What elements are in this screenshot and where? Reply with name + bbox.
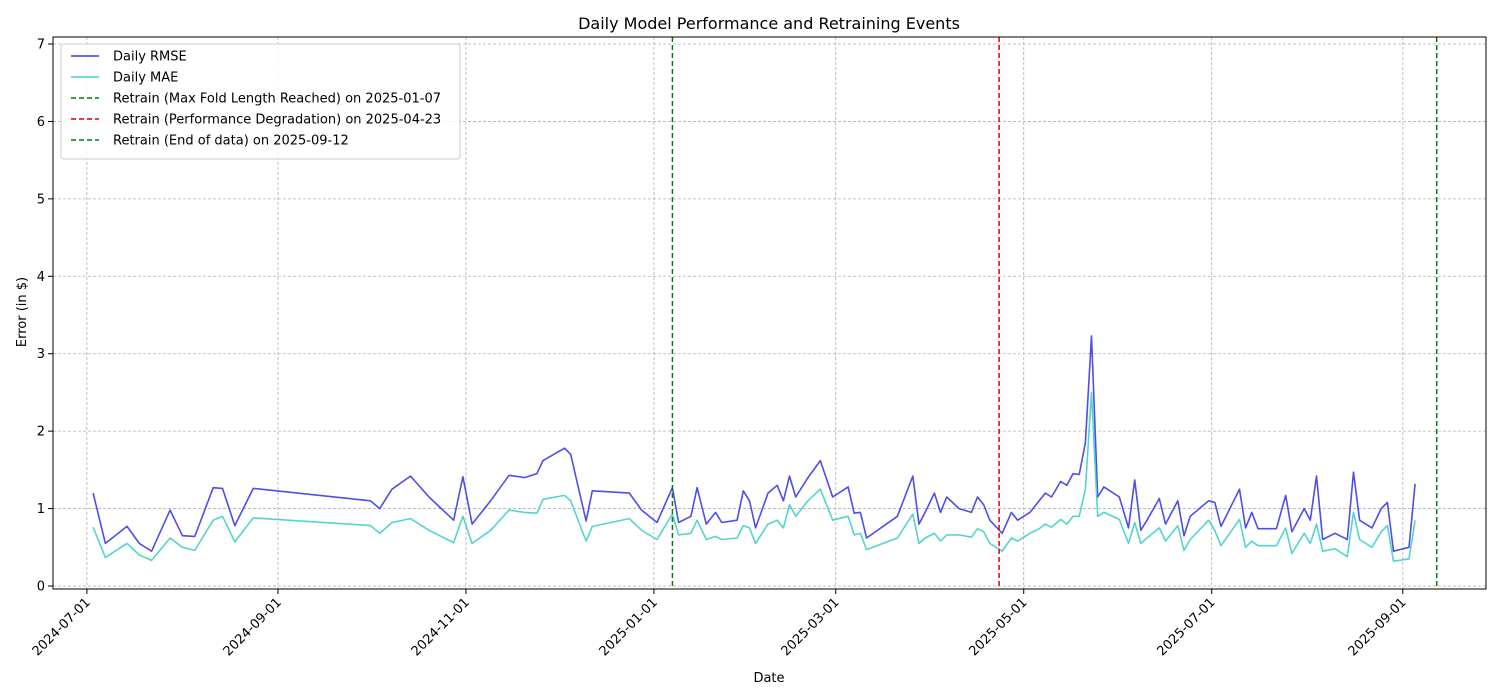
- y-axis-label: Error (in $): [15, 277, 30, 347]
- legend-label: Daily RMSE: [113, 50, 187, 65]
- legend-label: Retrain (Performance Degradation) on 202…: [113, 113, 441, 128]
- y-tick-label: 5: [37, 192, 45, 207]
- chart-title: Daily Model Performance and Retraining E…: [578, 14, 960, 33]
- y-tick-label: 2: [37, 425, 45, 440]
- legend-box: [60, 43, 461, 160]
- plot-frame: [52, 36, 1487, 590]
- legend-label: Retrain (End of data) on 2025-09-12: [113, 134, 349, 149]
- y-tick-label: 3: [37, 347, 45, 362]
- legend-label: Daily MAE: [113, 71, 178, 86]
- legend-label: Retrain (Max Fold Length Reached) on 202…: [113, 92, 441, 107]
- y-tick-label: 4: [37, 270, 45, 285]
- series-line-rmse: [92, 335, 1416, 552]
- y-tick-label: 7: [37, 38, 45, 53]
- y-tick-label: 6: [37, 115, 45, 130]
- y-tick-label: 1: [37, 502, 45, 517]
- y-tick-label: 0: [37, 580, 45, 595]
- series-line-mae: [92, 391, 1416, 562]
- x-axis-label: Date: [753, 671, 784, 686]
- legend: Daily RMSE Daily MAE Retrain (Max Fold Len…: [60, 43, 461, 160]
